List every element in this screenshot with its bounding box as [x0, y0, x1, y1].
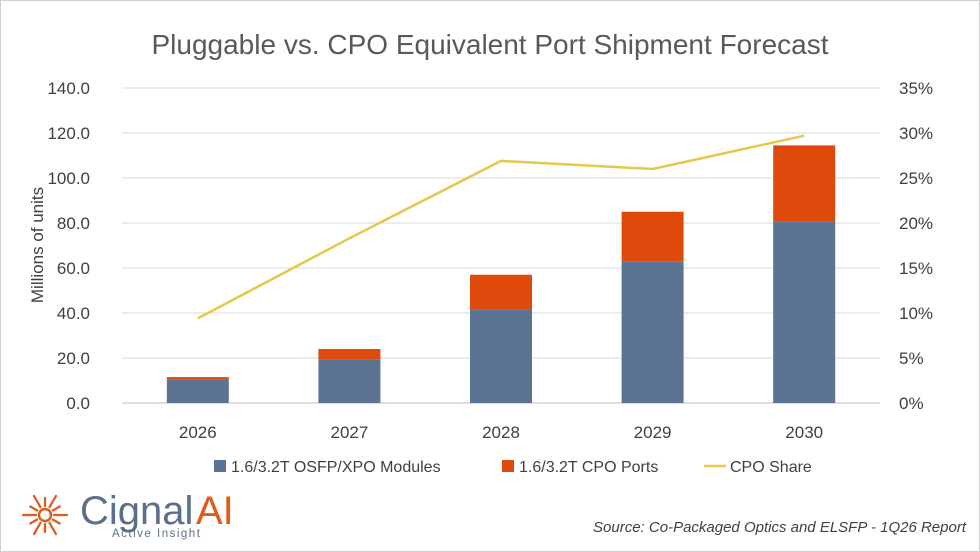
legend-item-pluggable: 1.6/3.2T OSFP/XPO Modules: [214, 459, 441, 476]
legend-label: CPO Share: [730, 459, 812, 476]
bar-pluggable: [470, 309, 532, 403]
y2-tick-label: 35%: [899, 79, 933, 98]
bar-cpo: [621, 211, 684, 262]
bar-pluggable: [773, 221, 836, 403]
y-axis-label: Millions of units: [28, 187, 47, 303]
y-tick-label: 120.0: [47, 124, 90, 143]
y-tick-label: 60.0: [57, 259, 90, 278]
bar-cpo: [166, 377, 229, 380]
sunburst-core: [37, 507, 53, 523]
cpo-share-line: [197, 134, 805, 320]
y2-tick-label: 20%: [899, 214, 933, 233]
x-tick-label: 2027: [330, 423, 368, 442]
y-tick-label: 140.0: [47, 79, 90, 98]
legend-swatch: [502, 460, 514, 472]
sunburst-icon: [21, 494, 69, 536]
logo-word: Cignal: [80, 489, 193, 533]
sunburst-ray: [48, 494, 58, 509]
right-axis-ticks: 0% 5% 10% 15% 20% 25% 30% 35%: [899, 79, 933, 413]
cpo-share-line-layer: [197, 134, 805, 320]
x-tick-label: 2026: [179, 423, 217, 442]
sunburst-ray: [29, 518, 39, 525]
legend-swatch: [214, 460, 226, 472]
bar-cpo: [470, 274, 532, 310]
sunburst-ray: [51, 505, 61, 512]
x-tick-label: 2028: [482, 423, 520, 442]
logo-ai: AI: [196, 489, 234, 533]
y2-tick-label: 10%: [899, 304, 933, 323]
bar-cpo: [318, 349, 381, 360]
x-tick-label: 2030: [785, 423, 823, 442]
legend: 1.6/3.2T OSFP/XPO Modules 1.6/3.2T CPO Po…: [214, 459, 812, 476]
bar-pluggable: [621, 261, 684, 403]
y-tick-label: 0.0: [66, 394, 90, 413]
x-axis-ticks: 2026 2027 2028 2029 2030: [179, 423, 823, 442]
sunburst-ray: [51, 518, 61, 525]
legend-label: 1.6/3.2T CPO Ports: [519, 459, 658, 476]
y-tick-label: 20.0: [57, 349, 90, 368]
left-axis-ticks: 0.0 20.0 40.0 60.0 80.0 100.0 120.0 140.0: [47, 79, 90, 413]
x-tick-label: 2029: [634, 423, 672, 442]
y-tick-label: 80.0: [57, 214, 90, 233]
y-tick-label: 40.0: [57, 304, 90, 323]
gridlines: [122, 87, 880, 404]
legend-item-cpo-share: CPO Share: [704, 459, 812, 476]
sunburst-ray: [29, 505, 39, 512]
y-tick-label: 100.0: [47, 169, 90, 188]
y2-tick-label: 5%: [899, 349, 924, 368]
cignal-logo: Cignal AI Active Insight: [21, 489, 234, 540]
bar-pluggable: [318, 359, 381, 403]
logo-tagline: Active Insight: [112, 528, 201, 540]
y2-tick-label: 30%: [899, 124, 933, 143]
bar-cpo: [773, 145, 836, 222]
y2-tick-label: 15%: [899, 259, 933, 278]
bar-pluggable: [166, 379, 229, 403]
legend-item-cpo-ports: 1.6/3.2T CPO Ports: [502, 459, 658, 476]
legend-label: 1.6/3.2T OSFP/XPO Modules: [231, 459, 441, 476]
sunburst-ray: [32, 494, 42, 509]
bars: [166, 145, 836, 403]
y2-tick-label: 0%: [899, 394, 924, 413]
source-note: Source: Co-Packaged Optics and ELSFP - 1…: [593, 519, 967, 536]
y2-tick-label: 25%: [899, 169, 933, 188]
sunburst-ray: [32, 521, 42, 536]
chart-title: Pluggable vs. CPO Equivalent Port Shipme…: [151, 29, 828, 60]
sunburst-ray: [48, 521, 58, 536]
